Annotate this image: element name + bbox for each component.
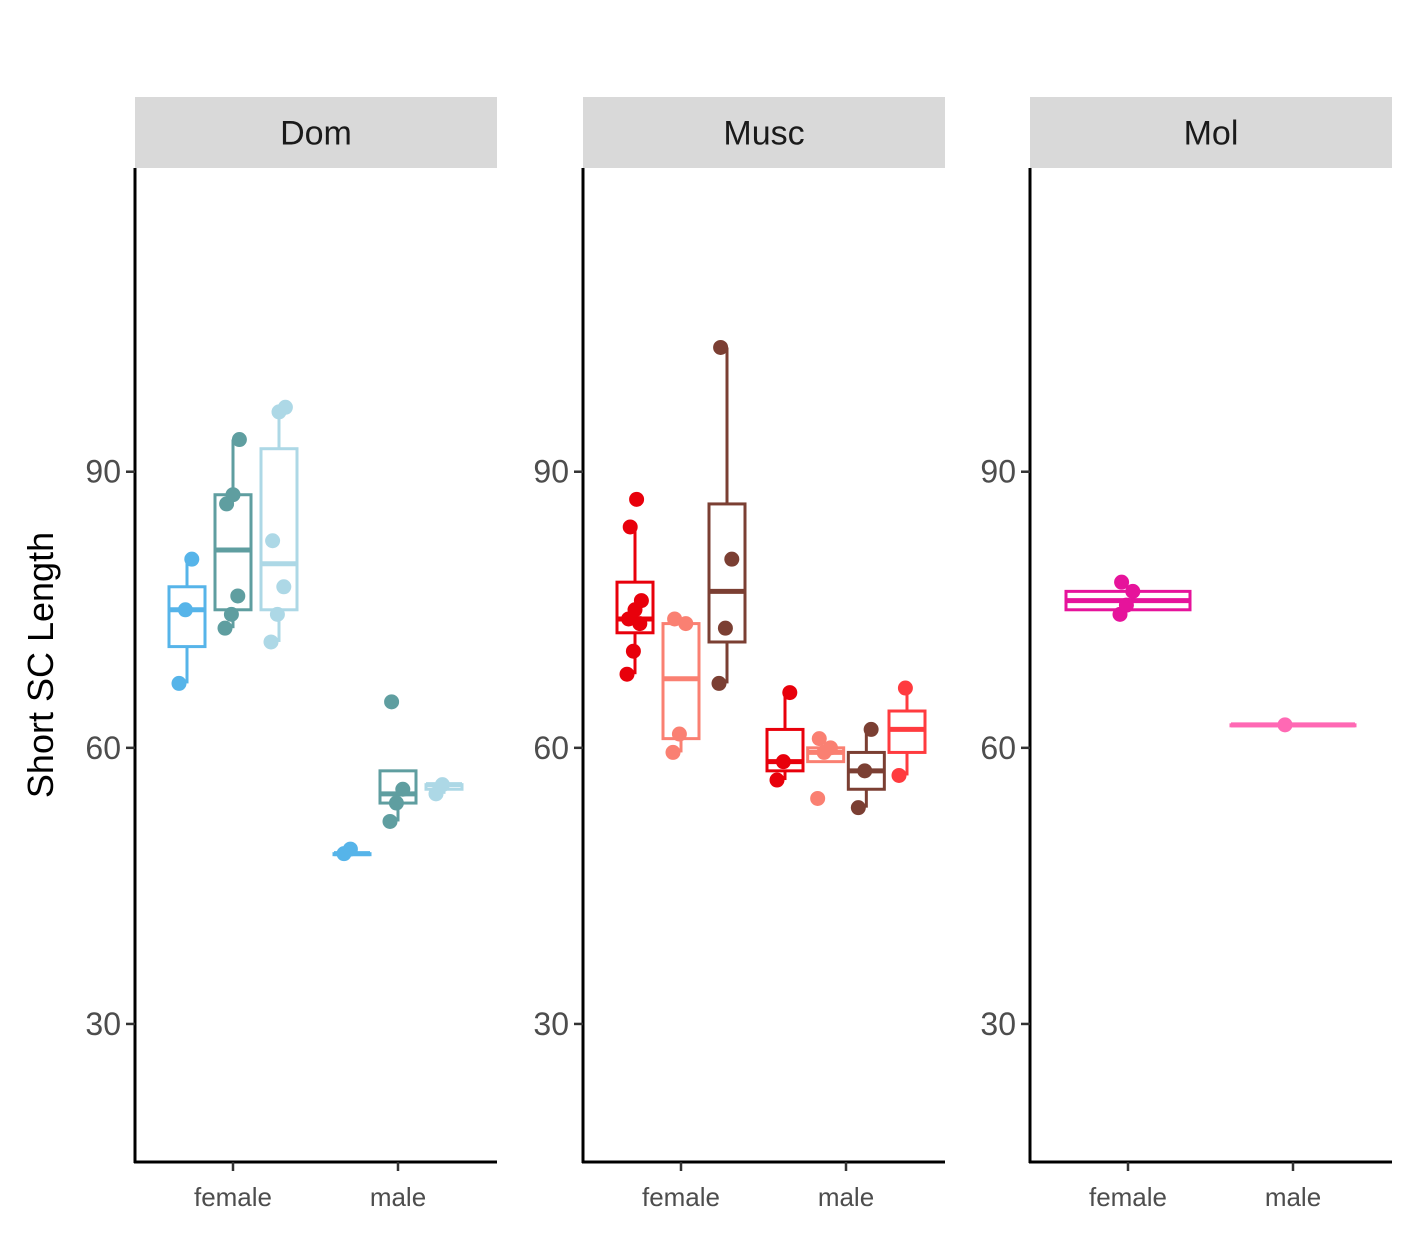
box	[765, 727, 805, 773]
x-tick-label: male	[370, 1182, 426, 1212]
data-point	[395, 781, 411, 797]
x-tick-label: female	[1089, 1182, 1167, 1212]
data-point	[388, 795, 404, 811]
box-group	[332, 841, 372, 862]
data-point	[822, 740, 838, 756]
data-point	[891, 767, 907, 783]
box	[167, 585, 207, 649]
facet-strip	[583, 97, 945, 168]
data-point	[724, 551, 740, 567]
data-point	[265, 533, 281, 549]
facet-strip	[135, 97, 497, 168]
box-group	[259, 399, 299, 650]
facet-panel-dom: Dom 30 60 90 female male	[85, 97, 497, 1212]
data-point	[177, 602, 193, 618]
data-point	[810, 790, 826, 806]
data-point	[665, 744, 681, 760]
box-group	[661, 611, 701, 760]
data-point	[217, 620, 233, 636]
y-tick-label: 30	[980, 1006, 1016, 1042]
data-point	[769, 772, 785, 788]
data-point	[171, 675, 187, 691]
facet-strip-label: Dom	[280, 115, 352, 153]
facet-panel-mol: Mol 30 60 90 female male	[980, 97, 1392, 1212]
box	[707, 502, 747, 644]
box-group	[213, 432, 253, 636]
data-point	[633, 593, 649, 609]
facet-strip-label: Musc	[723, 115, 804, 153]
y-axis-title: Short SC Length	[20, 532, 61, 798]
data-point	[263, 634, 279, 650]
data-point	[857, 763, 873, 779]
x-tick-label: male	[818, 1182, 874, 1212]
x-tick-label: female	[642, 1182, 720, 1212]
data-point	[382, 813, 398, 829]
box	[615, 580, 655, 635]
data-point	[277, 399, 293, 415]
facet-strip	[1030, 97, 1392, 168]
data-point	[625, 643, 641, 659]
data-point	[711, 675, 727, 691]
data-point	[230, 588, 246, 604]
data-point	[434, 777, 450, 793]
data-point	[223, 606, 239, 622]
data-point	[622, 519, 638, 535]
box-group	[1064, 574, 1192, 622]
y-tick-label: 60	[85, 730, 121, 766]
box-group	[846, 721, 886, 816]
data-point	[619, 666, 635, 682]
box-group	[424, 777, 464, 802]
data-point	[1114, 574, 1130, 590]
data-point	[717, 620, 733, 636]
data-point	[184, 551, 200, 567]
data-point	[667, 611, 683, 627]
y-tick-label: 90	[85, 454, 121, 490]
data-point	[276, 579, 292, 595]
data-point	[231, 432, 247, 448]
data-point	[897, 680, 913, 696]
data-point	[811, 731, 827, 747]
y-tick-label: 30	[533, 1006, 569, 1042]
data-point	[713, 339, 729, 355]
x-tick-label: male	[1265, 1182, 1321, 1212]
y-tick-label: 60	[980, 730, 1016, 766]
facet-strip-label: Mol	[1184, 115, 1239, 153]
box-group	[167, 551, 207, 691]
box-group	[806, 731, 846, 806]
box-group	[1229, 717, 1357, 733]
data-point	[1277, 717, 1293, 733]
box-group	[887, 680, 927, 783]
y-tick-label: 90	[533, 454, 569, 490]
y-tick-label: 60	[533, 730, 569, 766]
data-point	[782, 685, 798, 701]
box-group	[765, 685, 805, 788]
data-point	[384, 694, 400, 710]
data-point	[269, 606, 285, 622]
data-point	[1118, 597, 1134, 613]
x-tick-label: female	[194, 1182, 272, 1212]
data-point	[225, 487, 241, 503]
data-point	[342, 841, 358, 857]
box-group	[615, 491, 655, 682]
data-point	[629, 491, 645, 507]
y-tick-label: 30	[85, 1006, 121, 1042]
data-point	[1125, 583, 1141, 599]
box-group	[707, 339, 747, 691]
data-point	[775, 754, 791, 770]
data-point	[863, 721, 879, 737]
facet-panel-musc: Musc 30 60 90 female male	[533, 97, 945, 1212]
data-point	[671, 726, 687, 742]
box-group	[378, 694, 418, 829]
y-tick-label: 90	[980, 454, 1016, 490]
data-point	[850, 800, 866, 816]
